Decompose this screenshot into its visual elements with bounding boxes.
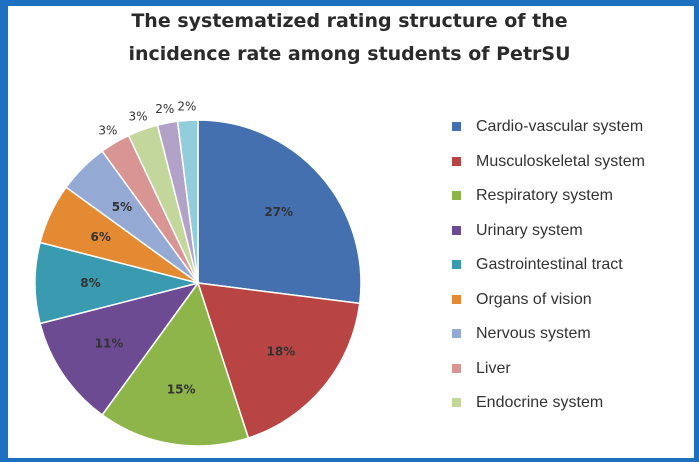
slice-label-3: 15% [167,382,196,396]
slice-label-11: 2% [177,99,196,113]
legend-swatch [452,363,461,373]
legend-label: Urinary system [476,221,583,239]
slice-label-7: 5% [112,200,132,214]
legend-label: Endocrine system [476,394,604,411]
chart-title-line1: The systematized rating structure of the [131,10,568,32]
pie-slice-11 [176,119,199,284]
legend-swatch [452,191,461,200]
legend-swatch [452,225,461,235]
pie-slice-2 [196,282,361,439]
slice-label-9: 3% [129,109,148,123]
legend-label: Nervous system [476,325,591,342]
legend-swatch [452,122,461,131]
slice-label-1: 27% [264,205,293,219]
chart-title-line2: incidence rate among students of PetrSU [128,43,571,65]
slice-label-4: 11% [95,336,124,350]
legend-label: Cardio-vascular system [476,118,644,135]
slice-label-8: 3% [98,124,117,138]
legend-swatch [452,156,461,166]
legend-swatch [452,294,461,304]
legend-swatch [452,260,461,269]
slice-label-2: 18% [267,345,296,359]
legend-swatch [452,398,461,407]
pie-slice-3 [101,281,250,447]
bottom-strip [8,446,694,458]
legend-label: Musculoskeletal system [476,152,645,170]
legend-label: Liver [476,359,511,377]
slice-label-6: 6% [90,230,110,244]
pie-slice-4 [39,281,200,416]
slice-label-5: 8% [80,276,100,290]
slice-label-10: 2% [155,102,174,116]
legend-label: Organs of vision [476,290,592,308]
legend-swatch [452,329,461,338]
legend-label: Respiratory system [476,187,613,204]
legend-label: Gastrointestinal tract [476,256,623,273]
pie-slice-1 [197,119,362,305]
